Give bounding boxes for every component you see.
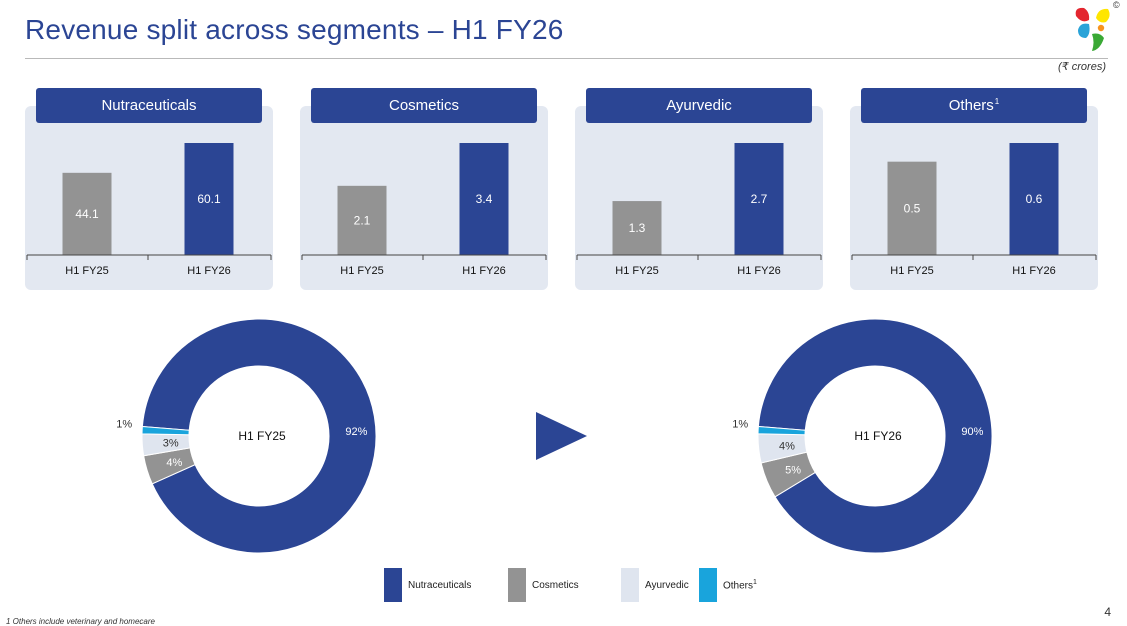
x-tick-label: H1 FY25 (615, 265, 658, 277)
copyright-mark: © (1113, 0, 1120, 10)
slice-label: 5% (785, 465, 801, 477)
donut-charts-area: 92% 4% 3% 1% H1 FY25 90% 5% 4% 1% H1 FY26 (116, 318, 993, 554)
legend-swatch (384, 568, 402, 602)
footnote-marker: 1 (753, 578, 757, 586)
donut-chart-h1-fy26: 90% 5% 4% 1% H1 FY26 (732, 318, 993, 554)
bar-h1-fy26 (459, 143, 509, 255)
x-tick-label: H1 FY26 (737, 265, 780, 277)
data-label: 1.3 (629, 221, 646, 235)
legend-swatch (699, 568, 717, 602)
slice-label: 1% (732, 418, 748, 430)
footnote-marker: 1 (994, 97, 1000, 106)
x-tick-label: H1 FY25 (890, 265, 933, 277)
donut-center-label: H1 FY25 (238, 429, 286, 443)
panel-title-cosmetics: Cosmetics (311, 88, 537, 123)
panel-title-others: Others 1 (861, 88, 1087, 123)
panel-title-nutraceuticals: Nutraceuticals (36, 88, 262, 123)
legend-item-others: Others1 (699, 568, 757, 602)
arrow-right-icon (536, 412, 587, 460)
slice-label: 1% (116, 418, 132, 430)
x-tick-label: H1 FY25 (340, 265, 383, 277)
bar-h1-fy25 (62, 172, 112, 255)
data-label: 0.5 (904, 201, 921, 215)
panel-title-text: Nutraceuticals (101, 97, 197, 114)
slice-label: 4% (166, 457, 182, 469)
legend-item-nutraceuticals: Nutraceuticals (384, 568, 471, 602)
footnote: 1 Others include veterinary and homecare (6, 617, 155, 626)
slice-nutraceuticals (757, 318, 993, 554)
page-number: 4 (1104, 605, 1111, 619)
data-label: 44.1 (75, 207, 99, 221)
slice-label: 90% (961, 426, 983, 438)
bar-h1-fy26 (184, 143, 234, 255)
donut-center-label: H1 FY26 (854, 429, 902, 443)
data-label: 3.4 (476, 192, 493, 206)
bar-h1-fy26 (734, 143, 784, 255)
legend-item-ayurvedic: Ayurvedic (621, 568, 689, 602)
title-divider (25, 58, 1108, 59)
legend-swatch (621, 568, 639, 602)
panel-title-text: Others (948, 97, 994, 114)
slice-label: 92% (345, 426, 367, 438)
slice-nutraceuticals (141, 318, 377, 554)
data-label: 2.1 (354, 213, 371, 227)
unit-label: (₹ crores) (1058, 61, 1106, 73)
donut-chart-h1-fy25: 92% 4% 3% 1% H1 FY25 (116, 318, 377, 554)
bar-h1-fy25 (887, 161, 937, 255)
legend-label: Cosmetics (532, 579, 579, 591)
x-tick-label: H1 FY26 (462, 265, 505, 277)
bar-chart-ayurvedic: 1.3 H1 FY25 2.7 H1 FY26 (576, 143, 822, 277)
legend-label: Ayurvedic (645, 579, 689, 591)
legend-swatch (508, 568, 526, 602)
company-logo (1075, 7, 1110, 51)
panel-title-text: Cosmetics (388, 97, 459, 114)
bar-h1-fy25 (612, 201, 662, 255)
panel-title-ayurvedic: Ayurvedic (586, 88, 812, 123)
slice-label: 4% (779, 440, 795, 452)
x-tick-label: H1 FY26 (1012, 265, 1055, 277)
x-tick-label: H1 FY25 (65, 265, 108, 277)
x-tick-label: H1 FY26 (187, 265, 230, 277)
slice-others (141, 425, 190, 436)
legend-label: Nutraceuticals (408, 579, 472, 591)
data-label: 0.6 (1026, 192, 1043, 206)
bar-chart-nutraceuticals: 44.1 H1 FY25 60.1 H1 FY26 (26, 143, 272, 277)
data-label: 2.7 (751, 192, 768, 206)
legend-item-cosmetics: Cosmetics (508, 568, 579, 602)
bar-chart-others: 0.5 H1 FY25 0.6 H1 FY26 (851, 143, 1097, 277)
slice-others (757, 425, 806, 436)
legend-label: Others1 (723, 578, 757, 592)
slice-label: 3% (163, 438, 179, 450)
bar-h1-fy25 (337, 185, 387, 255)
page-title: Revenue split across segments – H1 FY26 (25, 14, 564, 45)
data-label: 60.1 (197, 192, 221, 206)
bar-chart-cosmetics: 2.1 H1 FY25 3.4 H1 FY26 (301, 143, 547, 277)
bar-h1-fy26 (1009, 143, 1059, 255)
panel-title-text: Ayurvedic (666, 97, 732, 114)
